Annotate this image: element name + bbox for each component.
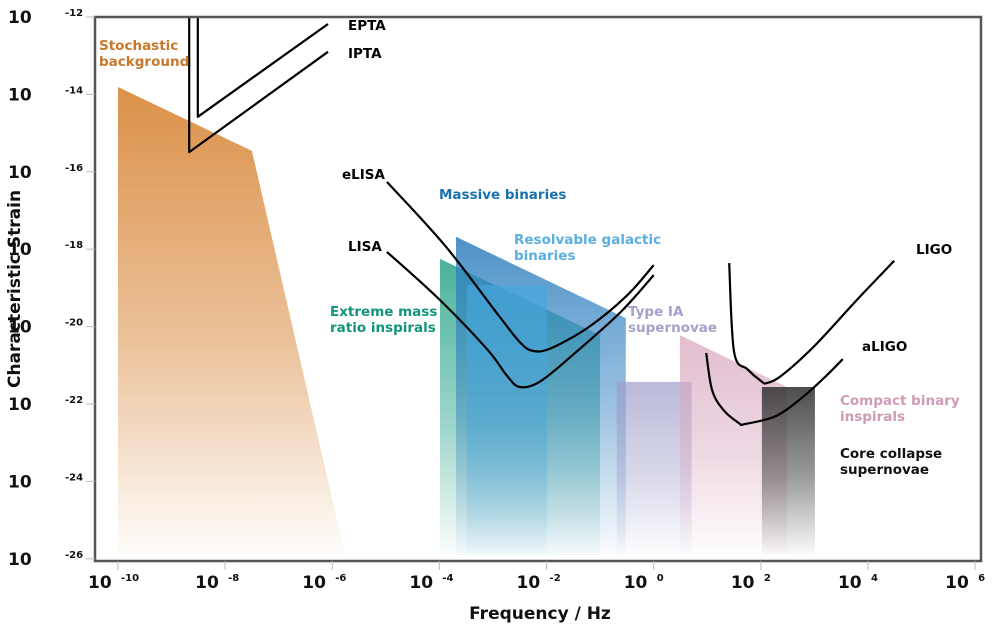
y-tick-label: 10 <box>8 318 32 338</box>
curve-aligo <box>705 352 844 427</box>
label-massive-binaries: Massive binaries <box>439 187 566 203</box>
x-tick-label: 10 <box>838 573 862 593</box>
region-stochastic-background <box>118 87 346 555</box>
y-tick-label: 10 <box>8 85 32 105</box>
x-tick-exponent: -4 <box>442 573 453 584</box>
x-tick-label: 10 <box>731 573 755 593</box>
y-axis: 10 -12 10 -14 10 -16 10 -18 10 -20 10 -22 10 -24 10 -26 <box>8 8 95 570</box>
label-type-ia-supernovae: Type IA supernovae <box>628 304 717 336</box>
source-regions <box>118 87 815 555</box>
y-tick-exponent: -18 <box>65 240 83 251</box>
x-tick-exponent: -6 <box>335 573 346 584</box>
x-tick-exponent: 4 <box>871 573 878 584</box>
label-epta: EPTA <box>348 18 386 34</box>
label-core-collapse-supernovae: Core collapse supernovae <box>840 446 942 478</box>
label-ipta: IPTA <box>348 46 382 62</box>
x-axis-title: Frequency / Hz <box>469 604 611 624</box>
y-tick-exponent: -20 <box>65 318 83 329</box>
region-resolvable-galactic-binaries <box>466 285 548 555</box>
curve-ligo <box>728 260 896 385</box>
detector-curves <box>188 17 896 427</box>
label-compact-binary-inspirals: Compact binary inspirals <box>840 393 960 425</box>
x-tick-label: 10 <box>945 573 969 593</box>
y-tick-exponent: -26 <box>65 550 83 561</box>
x-tick-exponent: 6 <box>978 573 985 584</box>
x-tick-exponent: 2 <box>764 573 771 584</box>
y-tick-exponent: -24 <box>65 472 83 483</box>
y-tick-label: 10 <box>8 550 32 570</box>
y-tick-label: 10 <box>8 395 32 415</box>
plot-frame <box>93 15 983 563</box>
y-tick-label: 10 <box>8 8 32 28</box>
x-tick-label: 10 <box>624 573 648 593</box>
x-axis: 10 -10 10 -8 10 -6 10 -4 10 -2 10 0 10 2 10 4 10 6 <box>88 561 985 593</box>
label-extreme-mass-ratio-inspirals: Extreme mass ratio inspirals <box>330 304 437 336</box>
x-tick-exponent: -2 <box>550 573 561 584</box>
region-compact-binary-inspirals <box>679 335 788 555</box>
x-tick-exponent: 0 <box>657 573 664 584</box>
y-tick-label: 10 <box>8 163 32 183</box>
y-tick-exponent: -14 <box>65 85 83 96</box>
curve-epta <box>196 17 329 118</box>
y-tick-label: 10 <box>8 472 32 492</box>
x-tick-label: 10 <box>195 573 219 593</box>
y-axis-title: Characteristic Strain <box>5 190 25 388</box>
x-tick-exponent: -10 <box>121 573 139 584</box>
x-tick-label: 10 <box>517 573 541 593</box>
curve-elisa <box>386 181 655 353</box>
x-tick-label: 10 <box>88 573 112 593</box>
x-tick-exponent: -8 <box>228 573 239 584</box>
label-lisa: LISA <box>348 239 382 255</box>
label-ligo: LIGO <box>916 242 952 258</box>
label-elisa: eLISA <box>342 167 386 183</box>
y-tick-label: 10 <box>8 240 32 260</box>
y-tick-exponent: -12 <box>65 8 83 19</box>
y-tick-exponent: -22 <box>65 395 83 406</box>
region-type-ia-supernovae <box>616 381 692 555</box>
label-resolvable-galactic-binaries: Resolvable galactic binaries <box>514 232 661 264</box>
label-aligo: aLIGO <box>862 339 907 355</box>
curve-lisa <box>386 251 655 389</box>
x-tick-label: 10 <box>409 573 433 593</box>
y-tick-exponent: -16 <box>65 163 83 174</box>
annotations: Stochastic background Extreme mass ratio in… <box>99 18 960 478</box>
x-tick-label: 10 <box>302 573 326 593</box>
curve-ipta <box>188 17 329 154</box>
label-stochastic-background: Stochastic background <box>99 38 189 70</box>
region-core-collapse-supernovae <box>761 387 815 555</box>
